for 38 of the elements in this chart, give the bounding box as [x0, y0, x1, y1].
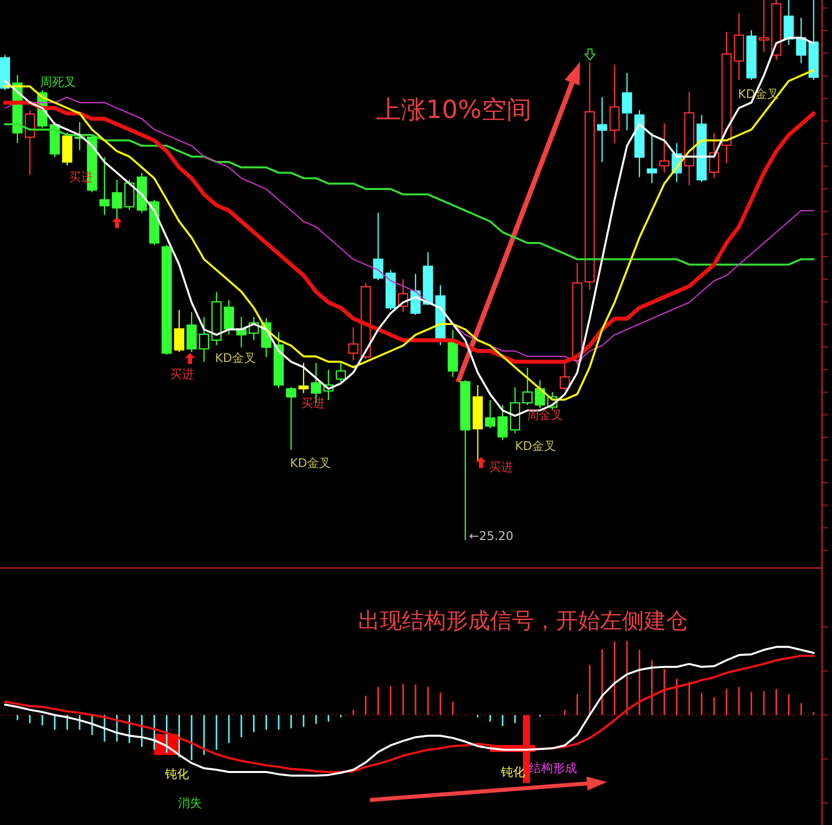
annotation: KD金叉	[290, 456, 332, 470]
candlestick	[348, 326, 358, 361]
annotation: 周死叉	[40, 75, 76, 89]
candlestick	[336, 362, 346, 384]
text: 出现结构形成信号，开始左侧建仓	[358, 609, 688, 634]
candlestick	[286, 386, 296, 450]
candlestick	[373, 212, 384, 281]
candlestick	[186, 312, 197, 353]
annotation: KD金叉	[215, 351, 256, 365]
text: 消失	[178, 796, 202, 810]
candlestick	[522, 367, 533, 406]
candlestick	[597, 96, 608, 163]
candlestick	[534, 380, 546, 409]
candlestick	[498, 404, 508, 441]
annotation: 上涨10%空间	[376, 95, 532, 124]
candlestick	[796, 17, 806, 64]
candlestick	[659, 122, 670, 174]
candlestick	[99, 156, 110, 216]
candlestick	[198, 316, 210, 362]
candlestick	[485, 400, 496, 429]
annotation: 周金叉	[527, 408, 563, 422]
candlestick	[708, 132, 720, 179]
annotation: 买进	[301, 396, 325, 410]
annotation: 钝化	[164, 767, 189, 781]
candlestick	[609, 64, 620, 144]
annotation: KD金叉	[515, 439, 556, 453]
annotation: ←25.20	[469, 529, 514, 543]
candlestick	[758, 0, 769, 52]
candlestick	[124, 179, 134, 211]
candlestick	[174, 309, 184, 353]
candlestick	[24, 110, 35, 176]
candlestick	[224, 300, 234, 336]
candlestick	[784, 0, 794, 46]
candlestick	[298, 362, 309, 394]
annotation: 买进	[489, 460, 513, 474]
candlestick	[622, 72, 632, 131]
annotation: 买进	[170, 367, 194, 381]
candlestick	[646, 132, 657, 184]
